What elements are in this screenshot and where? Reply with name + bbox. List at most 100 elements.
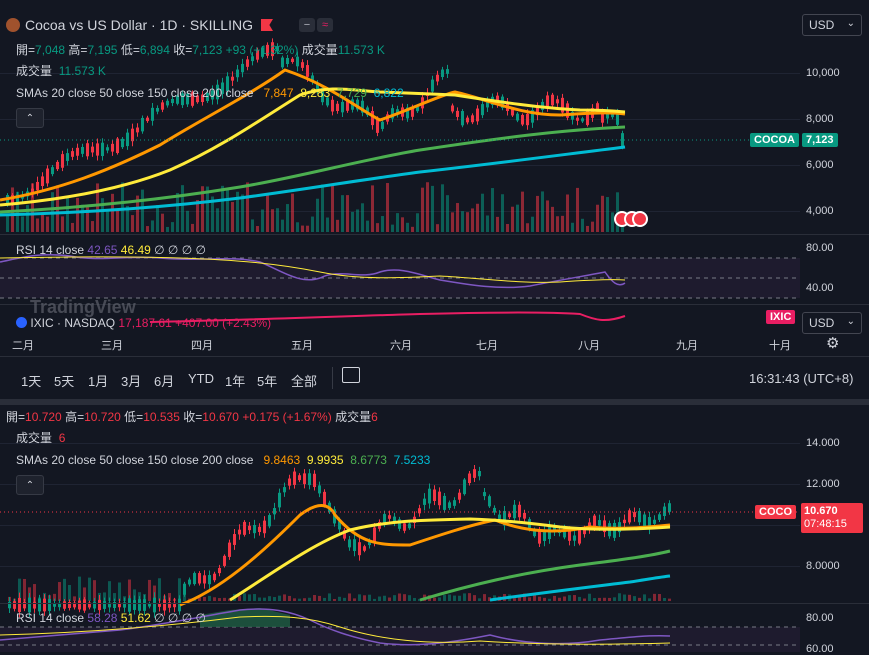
candle-body xyxy=(603,520,606,533)
top-chart-panel[interactable]: Cocoa vs US Dollar · 1D · SKILLING − ≈ U… xyxy=(0,0,869,334)
volume-bar xyxy=(101,198,104,232)
calendar-range-icon[interactable] xyxy=(342,367,360,383)
top-currency-select[interactable]: USD ⌄ xyxy=(802,14,862,36)
bottom-legend-toggle-button[interactable]: ⌃ xyxy=(16,475,44,495)
volume-bar xyxy=(203,596,206,601)
compare-ixic-line xyxy=(149,311,626,323)
candle-body xyxy=(511,109,514,116)
clock-display[interactable]: 16:31:43 (UTC+8) xyxy=(749,371,854,386)
candle-body xyxy=(123,602,126,608)
timeframe-3m-button[interactable]: 3月 xyxy=(121,374,142,389)
candle-body xyxy=(68,601,71,609)
candle-body xyxy=(51,167,54,175)
candle-body xyxy=(281,57,284,68)
bottom-price-chart[interactable] xyxy=(0,405,800,652)
timeframe-6m-button[interactable]: 6月 xyxy=(154,374,175,389)
timeframe-1m-button[interactable]: 1月 xyxy=(88,374,109,389)
volume-bar xyxy=(63,578,66,601)
volume-bar xyxy=(396,213,399,232)
volume-bar xyxy=(363,595,366,601)
volume-bar xyxy=(136,195,139,232)
candle-body xyxy=(186,93,189,105)
candle-body xyxy=(276,46,279,52)
volume-bar xyxy=(68,584,71,601)
volume-bar xyxy=(333,598,336,601)
candle-body xyxy=(113,602,116,608)
candle-body xyxy=(451,105,454,112)
candle-body xyxy=(243,521,246,535)
volume-bar xyxy=(453,595,456,601)
volume-bar xyxy=(126,205,129,232)
volume-bar xyxy=(161,213,164,232)
candle-body xyxy=(483,492,486,497)
volume-bar xyxy=(61,216,64,232)
volume-bar xyxy=(258,597,261,601)
timeframe-1d-button[interactable]: 1天 xyxy=(21,374,42,389)
timeframe-all-button[interactable]: 全部 xyxy=(291,374,318,389)
volume-bar xyxy=(88,577,91,601)
volume-bar xyxy=(226,189,229,232)
candle-body xyxy=(118,602,121,608)
top-axis-label: 6,000 xyxy=(806,159,834,171)
collapse-legend-button[interactable]: − xyxy=(298,18,315,32)
candle-body xyxy=(458,492,461,500)
event-marker-icon[interactable] xyxy=(632,211,648,227)
volume-bar xyxy=(278,595,281,601)
volume-bar xyxy=(558,597,561,601)
bottom-sma150-line xyxy=(419,549,671,602)
candle-body xyxy=(181,93,184,106)
volume-bar xyxy=(478,598,481,601)
candle-body xyxy=(551,94,554,106)
volume-bar xyxy=(468,593,471,601)
top-legend-toggle-button[interactable]: ⌃ xyxy=(16,108,44,128)
volume-bar xyxy=(78,576,81,601)
gear-icon[interactable]: ⚙ xyxy=(826,335,840,352)
timeframe-5y-button[interactable]: 5年 xyxy=(257,374,278,389)
volume-bar xyxy=(373,598,376,601)
volume-bar xyxy=(473,595,476,601)
candle-body xyxy=(396,109,399,115)
volume-bar xyxy=(318,595,321,601)
candle-body xyxy=(521,114,524,125)
candle-body xyxy=(576,117,579,121)
compare-currency-select[interactable]: USD ⌄ xyxy=(802,312,862,334)
top-sma50-line xyxy=(0,87,626,207)
timeframe-ytd-button[interactable]: YTD xyxy=(188,371,214,386)
bottom-volume-row: 成交量 6 xyxy=(16,431,66,445)
volume-bar xyxy=(86,207,89,232)
volume-bar xyxy=(106,210,109,232)
volume-bar xyxy=(568,595,571,601)
timeframe-1y-button[interactable]: 1年 xyxy=(225,374,246,389)
volume-bar xyxy=(238,595,241,601)
candle-body xyxy=(493,507,496,513)
volume-bar xyxy=(548,598,551,601)
bottom-last-price-tag: 10.670 07:48:15 xyxy=(801,503,863,533)
candle-body xyxy=(138,599,141,611)
candle-body xyxy=(76,147,79,156)
volume-bar xyxy=(181,185,184,232)
bottom-chart-panel[interactable]: 開=10.720 高=10.720 低=10.535 收=10.670 +0.1… xyxy=(0,405,869,655)
candle-body xyxy=(363,546,366,551)
time-axis[interactable]: 二月 三月 四月 五月 六月 七月 八月 九月 十月 ⚙ xyxy=(0,334,869,354)
volume-bar xyxy=(53,593,56,601)
candle-body xyxy=(233,534,236,545)
symbol-header[interactable]: Cocoa vs US Dollar · 1D · SKILLING − ≈ xyxy=(6,16,333,34)
candle-body xyxy=(293,471,296,485)
candle-body xyxy=(108,602,111,608)
timeframe-5d-button[interactable]: 5天 xyxy=(54,374,75,389)
cocoa-symbol-icon xyxy=(6,18,20,32)
volume-bar xyxy=(108,581,111,601)
candle-body xyxy=(198,573,201,584)
compare-settings-icon[interactable]: ≈ xyxy=(316,18,333,32)
candle-body xyxy=(271,42,274,57)
volume-bar xyxy=(528,597,531,601)
candle-body xyxy=(146,117,149,122)
candle-body xyxy=(88,602,91,608)
volume-bar xyxy=(421,187,424,232)
volume-bar xyxy=(168,593,171,601)
candle-body xyxy=(38,598,41,612)
top-price-chart[interactable] xyxy=(0,0,800,334)
volume-bar xyxy=(228,598,231,601)
top-sma150-line xyxy=(0,125,626,214)
candle-body xyxy=(593,515,596,530)
